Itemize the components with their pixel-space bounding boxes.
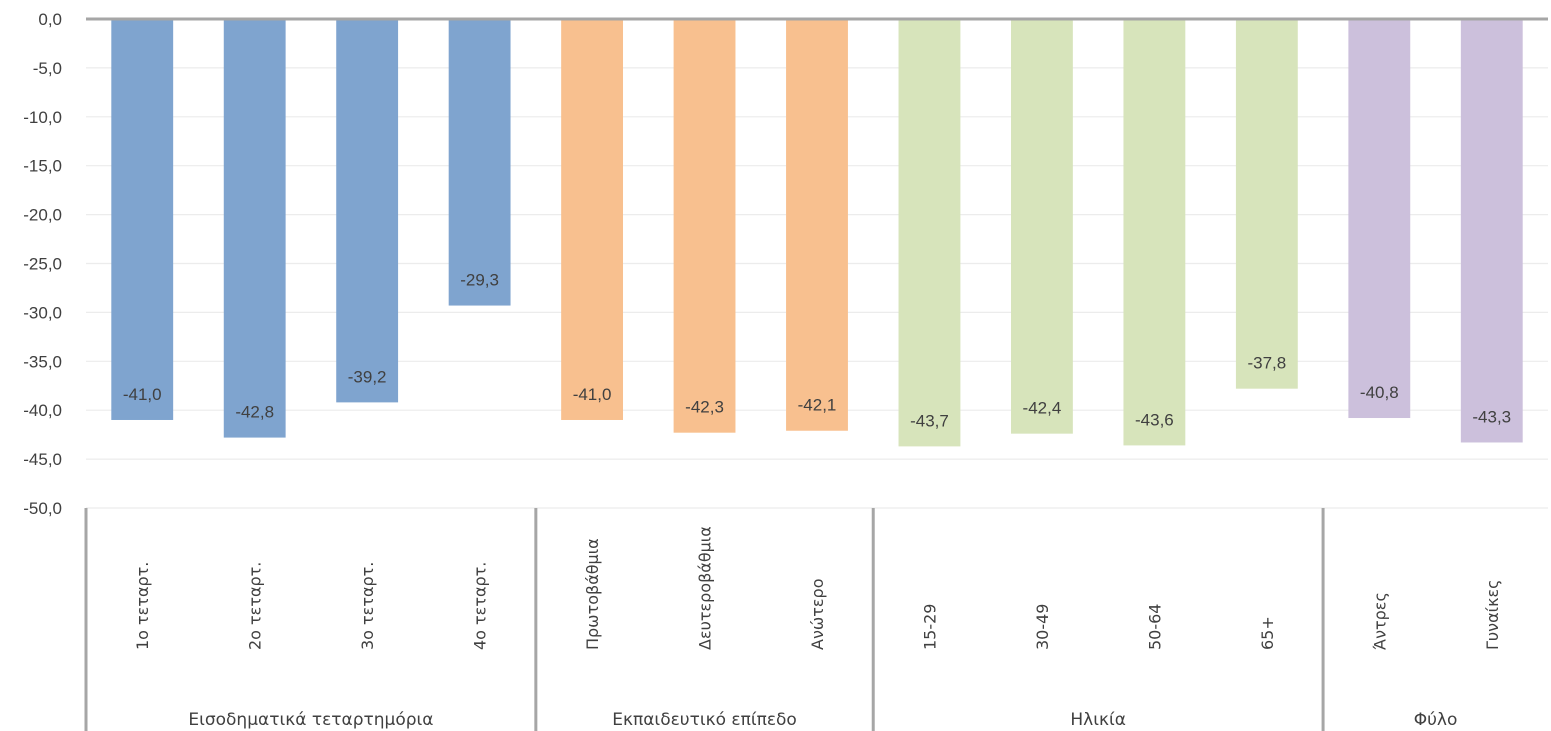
y-tick-label: -15,0 bbox=[23, 157, 62, 176]
y-tick-label: -50,0 bbox=[23, 499, 62, 518]
data-label: -39,2 bbox=[348, 367, 387, 386]
data-label: -43,6 bbox=[1135, 410, 1174, 429]
category-label: 30-49 bbox=[1033, 604, 1052, 651]
group-label: Εκπαιδευτικό επίπεδο bbox=[612, 710, 797, 730]
data-labels: -41,0 -42,8 -39,2 -29,3 -41,0 -42,3 -42,1 -43,7… bbox=[123, 271, 1511, 431]
bar bbox=[336, 19, 399, 403]
y-tick-label: -10,0 bbox=[23, 108, 62, 127]
bar bbox=[561, 19, 624, 420]
y-tick-label: -45,0 bbox=[23, 450, 62, 469]
category-label: Ανώτερο bbox=[808, 578, 827, 650]
bar bbox=[1460, 19, 1523, 443]
data-label: -42,3 bbox=[685, 398, 724, 417]
data-label: -42,4 bbox=[1023, 399, 1062, 418]
group-label: Φύλο bbox=[1414, 710, 1458, 730]
data-label: -43,3 bbox=[1472, 407, 1511, 426]
bar bbox=[1348, 19, 1411, 419]
category-label: Πρωτοβάθμια bbox=[583, 538, 602, 650]
category-labels: 1ο τεταρτ. 2ο τεταρτ. 3ο τεταρτ. 4ο τεταρτ.… bbox=[133, 526, 1502, 650]
y-tick-label: -35,0 bbox=[23, 352, 62, 371]
y-tick-label: -30,0 bbox=[23, 303, 62, 322]
group-label: Ηλικία bbox=[1070, 710, 1126, 730]
y-tick-label: -40,0 bbox=[23, 401, 62, 420]
bar bbox=[223, 19, 286, 438]
category-label: 4ο τεταρτ. bbox=[471, 562, 490, 650]
y-tick-label: -5,0 bbox=[33, 59, 62, 78]
bar bbox=[111, 19, 174, 420]
category-label: 3ο τεταρτ. bbox=[358, 562, 377, 650]
bars bbox=[111, 19, 1523, 447]
category-label: Δευτεροβάθμια bbox=[696, 526, 715, 650]
category-label: 2ο τεταρτ. bbox=[246, 562, 265, 650]
bar bbox=[1235, 19, 1298, 389]
y-tick-label: -25,0 bbox=[23, 255, 62, 274]
category-label: 15-29 bbox=[920, 604, 939, 651]
bar bbox=[1010, 19, 1073, 434]
bar bbox=[448, 19, 511, 306]
data-label: -42,1 bbox=[798, 396, 837, 415]
data-label: -41,0 bbox=[123, 385, 162, 404]
data-label: -29,3 bbox=[460, 271, 499, 290]
data-label: -43,7 bbox=[910, 411, 949, 430]
category-label: 65+ bbox=[1258, 616, 1277, 650]
data-label: -40,8 bbox=[1360, 383, 1399, 402]
group-label: Εισοδηματικά τεταρτημόρια bbox=[188, 710, 433, 730]
data-label: -37,8 bbox=[1247, 354, 1286, 373]
data-label: -41,0 bbox=[573, 385, 612, 404]
y-axis-tick-labels: 0,0 -5,0 -10,0 -15,0 -20,0 -25,0 -30,0 -35,0 -40… bbox=[23, 10, 62, 518]
category-label: 50-64 bbox=[1145, 604, 1164, 651]
bar bbox=[898, 19, 961, 447]
bar bbox=[786, 19, 848, 431]
bar bbox=[1123, 19, 1186, 446]
group-labels: Εισοδηματικά τεταρτημόρια Εκπαιδευτικό επ… bbox=[188, 710, 1457, 730]
category-label: Άντρες bbox=[1370, 592, 1389, 650]
y-tick-label: 0,0 bbox=[38, 10, 62, 29]
category-label: 1ο τεταρτ. bbox=[133, 562, 152, 650]
category-label: Γυναίκες bbox=[1483, 579, 1502, 650]
y-tick-label: -20,0 bbox=[23, 206, 62, 225]
bar bbox=[673, 19, 736, 433]
data-label: -42,8 bbox=[235, 403, 274, 422]
x-axis bbox=[84, 17, 1548, 731]
